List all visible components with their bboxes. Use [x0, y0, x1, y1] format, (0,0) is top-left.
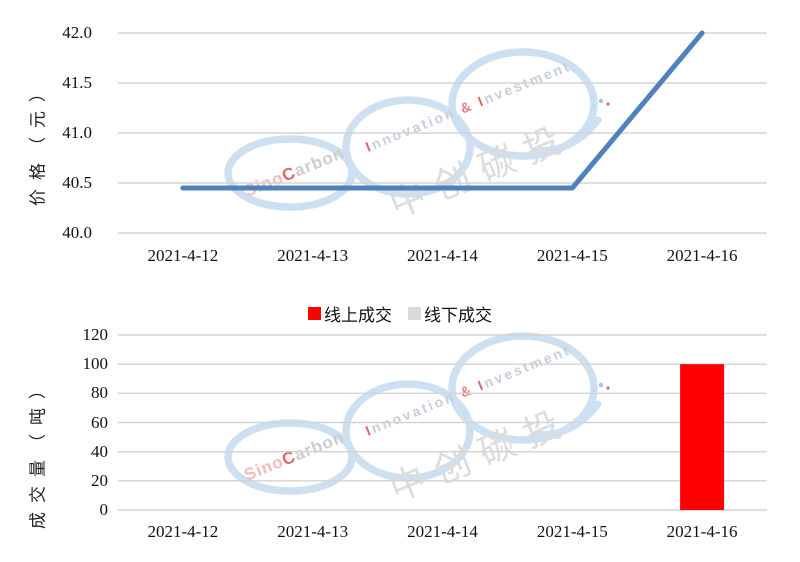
volume-chart-legend: 线上成交 线下成交 — [0, 301, 800, 326]
x-tick-label: 2021-4-15 — [536, 246, 608, 265]
legend-swatch-online-icon — [308, 306, 321, 320]
x-tick-label: 2021-4-13 — [277, 246, 349, 265]
x-tick-label: 2021-4-16 — [666, 246, 738, 265]
y-tick-label: 20 — [91, 470, 108, 490]
legend-label-offline: 线下成交 — [424, 305, 492, 325]
legend-item-offline: 线下成交 — [408, 301, 492, 326]
y-tick-label: 60 — [91, 412, 108, 432]
x-tick-label: 2021-4-14 — [407, 522, 478, 541]
y-tick-label: 100 — [82, 354, 109, 374]
x-tick-label: 2021-4-12 — [147, 246, 219, 265]
legend-swatch-offline-icon — [408, 306, 421, 320]
legend-item-online: 线上成交 — [308, 301, 392, 326]
x-tick-label: 2021-4-12 — [147, 522, 219, 541]
y-tick-label: 42.0 — [62, 23, 92, 42]
svg-text:SinoCarbon: SinoCarbon — [241, 143, 347, 200]
y-tick-label: 40.0 — [62, 223, 92, 242]
volume-y-axis-title: 成交量（吨） — [28, 373, 48, 529]
x-tick-label: 2021-4-13 — [277, 522, 349, 541]
legend-label-online: 线上成交 — [324, 305, 392, 325]
y-tick-label: 80 — [91, 383, 108, 403]
volume-bar — [680, 364, 725, 510]
x-tick-label: 2021-4-15 — [536, 522, 608, 541]
y-tick-label: 0 — [99, 500, 109, 519]
y-tick-label: 41.5 — [62, 73, 92, 92]
y-tick-label: 120 — [82, 325, 109, 344]
y-tick-label: 40.5 — [62, 173, 92, 192]
y-tick-label: 41.0 — [62, 123, 92, 142]
x-tick-label: 2021-4-16 — [666, 522, 738, 541]
y-tick-label: 40 — [91, 441, 108, 461]
price-line-series — [180, 30, 705, 191]
x-tick-label: 2021-4-14 — [407, 246, 478, 265]
